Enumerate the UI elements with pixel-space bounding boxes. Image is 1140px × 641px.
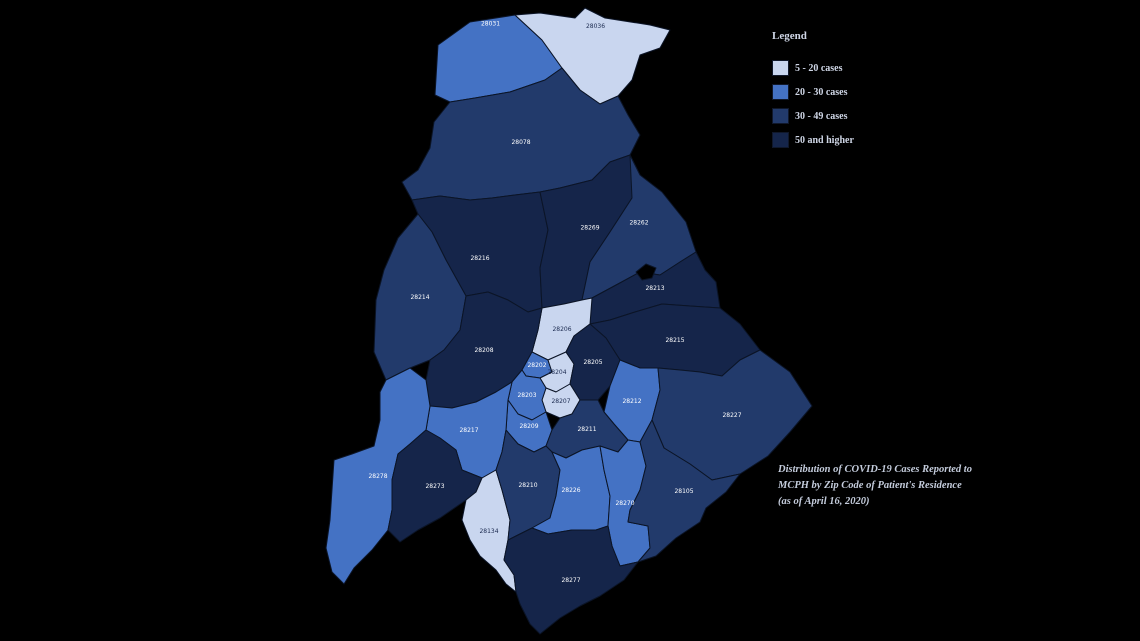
zip-label-28211: 28211 (577, 426, 596, 433)
zip-region-28278[interactable] (325, 367, 431, 585)
zip-label-28207: 28207 (551, 398, 570, 405)
legend-swatch (772, 108, 789, 124)
map-caption: Distribution of COVID-19 Cases Reported … (778, 462, 1013, 510)
legend-label: 5 - 20 cases (795, 62, 843, 74)
legend-item-20-30: 20 - 30 cases (772, 80, 854, 104)
zip-label-28202: 28202 (527, 362, 546, 369)
zip-label-28204: 28204 (547, 369, 566, 376)
zip-label-28078: 28078 (511, 139, 530, 146)
zip-label-28216: 28216 (470, 255, 489, 262)
legend-swatch (772, 60, 789, 76)
map-hole (635, 263, 657, 281)
legend-item-50-plus: 50 and higher (772, 128, 854, 152)
legend-label: 20 - 30 cases (795, 86, 848, 98)
zip-label-28031: 28031 (481, 21, 500, 28)
zip-label-28217: 28217 (459, 427, 478, 434)
legend-swatch (772, 132, 789, 148)
zip-label-28277: 28277 (561, 577, 580, 584)
zip-label-28213: 28213 (645, 285, 664, 292)
zip-label-28215: 28215 (665, 337, 684, 344)
zip-region-28214[interactable] (373, 213, 467, 381)
zip-label-28212: 28212 (622, 398, 641, 405)
zip-label-28210: 28210 (518, 482, 537, 489)
zip-label-28227: 28227 (722, 412, 741, 419)
zip-label-28206: 28206 (552, 326, 571, 333)
zip-region-28277[interactable] (503, 525, 639, 635)
zip-label-28209: 28209 (519, 423, 538, 430)
zip-label-28036: 28036 (586, 23, 605, 30)
zip-label-28205: 28205 (583, 359, 602, 366)
legend-item-30-49: 30 - 49 cases (772, 104, 854, 128)
legend-item-5-20: 5 - 20 cases (772, 56, 854, 80)
zip-region-28105[interactable] (627, 419, 741, 563)
zip-label-28134: 28134 (479, 528, 498, 535)
zip-label-28203: 28203 (517, 392, 536, 399)
legend-swatch (772, 84, 789, 100)
zip-label-28208: 28208 (474, 347, 493, 354)
zip-label-28105: 28105 (674, 488, 693, 495)
legend-label: 30 - 49 cases (795, 110, 848, 122)
caption-line-2: MCPH by Zip Code of Patient's Residence (778, 480, 962, 491)
zip-label-28269: 28269 (580, 225, 599, 232)
zip-label-28214: 28214 (410, 294, 429, 301)
zip-label-28273: 28273 (425, 483, 444, 490)
legend-label: 50 and higher (795, 134, 854, 146)
zip-label-28226: 28226 (561, 487, 580, 494)
caption-line-3: (as of April 16, 2020) (778, 496, 870, 507)
caption-line-1: Distribution of COVID-19 Cases Reported … (778, 464, 972, 475)
zip-label-28262: 28262 (629, 220, 648, 227)
map-legend: Legend 5 - 20 cases 20 - 30 cases 30 - 4… (772, 30, 854, 152)
zip-label-28270: 28270 (615, 500, 634, 507)
legend-title: Legend (772, 30, 807, 42)
zip-label-28278: 28278 (368, 473, 387, 480)
